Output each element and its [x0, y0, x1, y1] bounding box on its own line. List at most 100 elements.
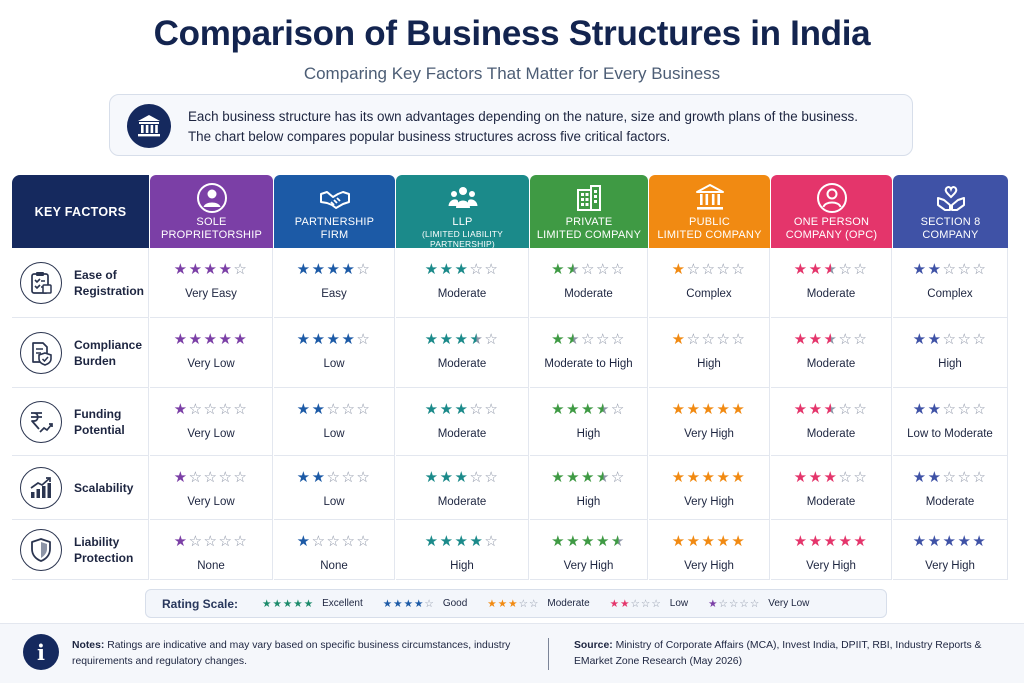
rating-scale-item: ★☆☆☆☆ Very Low — [708, 598, 809, 610]
scale-stars: ★☆☆☆☆ — [708, 597, 761, 610]
structure-header: PUBLIC LIMITED COMPANY — [649, 175, 770, 248]
structure-header: PRIVATE LIMITED COMPANY — [530, 175, 648, 248]
scale-label: Moderate — [547, 598, 590, 609]
rating-cell: ★★★★☆ High — [396, 520, 529, 580]
factor-row-header: Scalability — [12, 456, 149, 520]
rating-cell: ★★★★☆ High — [530, 388, 648, 456]
star-rating: ★★★★★ — [671, 401, 747, 418]
structure-name: ONE PERSON COMPANY (OPC) — [785, 216, 878, 241]
star-rating: ★☆☆☆☆ — [173, 533, 249, 550]
star-rating: ★★★☆☆ — [424, 401, 500, 418]
star-rating: ★☆☆☆☆ — [671, 261, 747, 278]
factor-name: Compliance Burden — [74, 338, 143, 368]
star-rating: ★★★★★ — [671, 469, 747, 486]
star-rating: ★☆☆☆☆ — [173, 401, 249, 418]
notes-text: Ratings are indicative and may vary base… — [72, 640, 511, 667]
star-rating: ★★☆☆☆ — [912, 401, 988, 418]
rating-cell: ★★★★★ Very High — [530, 520, 648, 580]
rating-cell: ★★★★★ Very Low — [150, 318, 273, 388]
rating-label: Very High — [684, 428, 734, 440]
factor-row-header: Funding Potential — [12, 388, 149, 456]
rating-cell: ★☆☆☆☆ Very Low — [150, 456, 273, 520]
structure-header: PARTNERSHIP FIRM — [274, 175, 395, 248]
rating-cell: ★★★☆☆ Moderate — [771, 318, 892, 388]
rating-cell: ★★★★☆ Moderate — [396, 318, 529, 388]
rupee-growth-icon — [20, 401, 62, 443]
notes: Notes: Ratings are indicative and may va… — [72, 638, 534, 670]
intro-box: Each business structure has its own adva… — [109, 94, 913, 156]
rating-cell: ★☆☆☆☆ None — [274, 520, 395, 580]
rating-cell: ★☆☆☆☆ High — [649, 318, 770, 388]
heart-hands-icon — [936, 186, 965, 211]
structure-name: LLP (LIMITED LIABILITY PARTNERSHIP) — [421, 216, 504, 249]
rating-cell: ★★☆☆☆ Moderate — [530, 248, 648, 318]
star-rating: ★★★★☆ — [551, 401, 626, 418]
scale-label: Excellent — [322, 598, 363, 609]
star-rating: ★☆☆☆☆ — [671, 331, 747, 348]
rating-cell: ★☆☆☆☆ None — [150, 520, 273, 580]
structure-name: PUBLIC LIMITED COMPANY — [657, 216, 762, 241]
person-circle-icon — [816, 183, 847, 213]
scale-stars: ★★★☆☆ — [487, 597, 540, 610]
rating-label: High — [697, 358, 721, 370]
shield-icon — [20, 529, 62, 571]
rating-cell: ★☆☆☆☆ Very Low — [150, 388, 273, 456]
rating-label: Moderate — [437, 288, 487, 300]
star-rating: ★★★★☆ — [173, 261, 249, 278]
intro-line-2: The chart below compares popular busines… — [188, 129, 671, 144]
registration-clipboard-icon — [20, 262, 62, 304]
source-label: Source: — [574, 640, 613, 651]
scale-label: Low — [669, 598, 689, 609]
bank-building-icon — [127, 104, 171, 148]
structure-header: LLP (LIMITED LIABILITY PARTNERSHIP) — [396, 175, 529, 249]
rating-cell: ★★★☆☆ Moderate — [771, 456, 892, 520]
star-rating: ★★★★☆ — [551, 469, 626, 486]
star-rating: ★☆☆☆☆ — [173, 469, 249, 486]
structure-header: ONE PERSON COMPANY (OPC) — [771, 175, 892, 248]
star-rating: ★★★☆☆ — [793, 261, 869, 278]
structure-name: PARTNERSHIP FIRM — [294, 216, 375, 241]
rating-cell: ★★☆☆☆ Low — [274, 388, 395, 456]
rating-cell: ★★★★☆ Easy — [274, 248, 395, 318]
rating-cell: ★★☆☆☆ High — [893, 318, 1008, 388]
star-rating: ★☆☆☆☆ — [296, 533, 372, 550]
key-factors-label: KEY FACTORS — [34, 204, 127, 219]
institution-icon — [695, 184, 724, 210]
person-icon — [196, 183, 227, 213]
rating-label: Very Easy — [185, 288, 237, 300]
page-subtitle: Comparing Key Factors That Matter for Ev… — [303, 64, 721, 83]
structure-name: SOLE PROPRIETORSHIP — [160, 216, 262, 241]
source: Source: Ministry of Corporate Affairs (M… — [574, 638, 1014, 670]
rating-label: Moderate to High — [544, 358, 633, 370]
structure-name: SECTION 8 COMPANY — [920, 216, 981, 241]
rating-label: Very Low — [187, 496, 235, 508]
rating-label: Complex — [686, 288, 732, 300]
star-rating: ★★☆☆☆ — [551, 331, 626, 348]
comparison-table: KEY FACTORS SOLE PROPRIETORSHIP PARTNERSHIP… — [12, 175, 1008, 580]
scale-stars: ★★☆☆☆ — [609, 597, 662, 610]
star-rating: ★★★☆☆ — [793, 469, 869, 486]
star-rating: ★★★★★ — [671, 533, 747, 550]
rating-label: Low — [323, 358, 345, 370]
rating-label: High — [576, 496, 601, 508]
rating-label: High — [576, 428, 601, 440]
rating-label: Low — [323, 428, 345, 440]
rating-label: Moderate — [806, 288, 856, 300]
rating-label: Moderate — [806, 358, 856, 370]
star-rating: ★★☆☆☆ — [296, 469, 372, 486]
star-rating: ★★★★★ — [912, 533, 988, 550]
source-text: Ministry of Corporate Affairs (MCA), Inv… — [574, 640, 982, 667]
factor-name: Liability Protection — [74, 535, 134, 565]
factor-name: Funding Potential — [74, 407, 125, 437]
scale-label: Good — [442, 598, 468, 609]
factor-row-header: Ease of Registration — [12, 248, 149, 318]
rating-cell: ★★☆☆☆ Moderate — [893, 456, 1008, 520]
rating-cell: ★★★☆☆ Moderate — [396, 388, 529, 456]
star-rating: ★★☆☆☆ — [551, 261, 626, 278]
bar-chart-growth-icon — [20, 467, 62, 509]
group-icon — [448, 187, 477, 208]
footer-divider — [548, 638, 549, 670]
scale-stars: ★★★★★ — [262, 597, 315, 610]
rating-cell: ★★★★★ Very High — [649, 456, 770, 520]
rating-cell: ★★★★★ Very High — [649, 520, 770, 580]
